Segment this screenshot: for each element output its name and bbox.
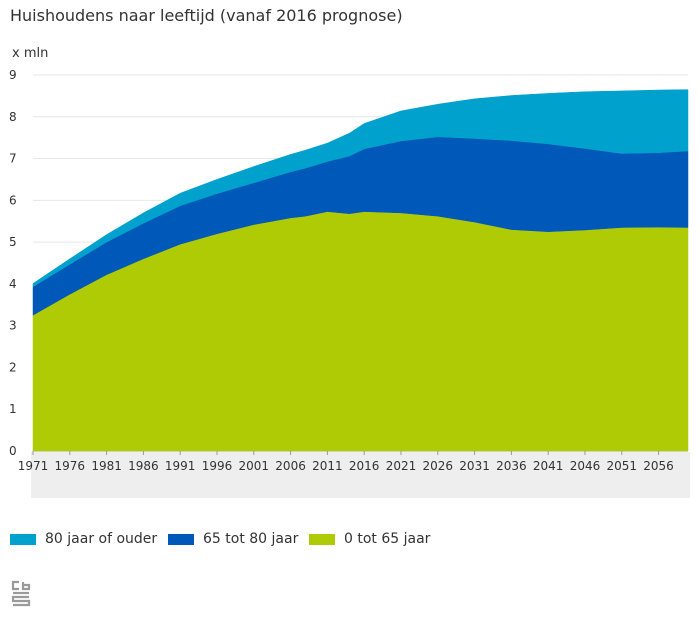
y-tick-label-8: 8 — [9, 110, 17, 124]
x-tick-label-2031: 2031 — [459, 459, 490, 473]
y-axis-unit-label: x mln — [12, 46, 49, 61]
x-tick-label-1981: 1981 — [91, 459, 122, 473]
legend-swatch — [10, 533, 36, 545]
area-series-group — [32, 89, 689, 452]
y-tick-label-6: 6 — [9, 193, 17, 207]
x-tick-label-2001: 2001 — [239, 459, 270, 473]
x-tick-label-1976: 1976 — [55, 459, 86, 473]
x-tick-label-2026: 2026 — [423, 459, 454, 473]
legend-item-0-tot-65-jaar[interactable]: 0 tot 65 jaar — [309, 531, 430, 547]
legend-label: 80 jaar of ouder — [45, 531, 158, 547]
area-series-80-jaar-of-ouder — [32, 89, 689, 288]
x-tick-label-2021: 2021 — [386, 459, 417, 473]
y-tick-label-0: 0 — [9, 444, 17, 458]
legend: 80 jaar of ouder 65 tot 80 jaar 0 tot 65 j… — [10, 531, 700, 551]
x-tick-label-2016: 2016 — [349, 459, 380, 473]
chart-title: Huishoudens naar leeftijd (vanaf 2016 pr… — [10, 6, 403, 25]
x-tick-label-2046: 2046 — [570, 459, 601, 473]
legend-label: 65 tot 80 jaar — [203, 531, 299, 547]
y-tick-label-7: 7 — [9, 152, 17, 166]
y-tick-label-5: 5 — [9, 235, 17, 249]
x-tick-label-2041: 2041 — [533, 459, 564, 473]
x-tick-label-2006: 2006 — [275, 459, 306, 473]
x-tick-label-1971: 1971 — [18, 459, 49, 473]
legend-label: 0 tot 65 jaar — [344, 531, 431, 547]
legend-item-65-tot-80-jaar[interactable]: 65 tot 80 jaar — [168, 531, 298, 547]
cbs-logo-icon — [11, 580, 31, 607]
x-axis-band — [31, 452, 690, 498]
x-tick-label-2051: 2051 — [606, 459, 637, 473]
y-tick-label-3: 3 — [9, 319, 17, 333]
x-tick-labels: 1971 1976 1981 1986 1991 1996 2001 2006 2011 2016… — [18, 451, 674, 473]
x-tick-label-1986: 1986 — [128, 459, 159, 473]
y-tick-label-1: 1 — [9, 402, 17, 416]
x-tick-label-2056: 2056 — [643, 459, 674, 473]
cbs-logo — [10, 580, 32, 614]
legend-swatch — [168, 533, 194, 545]
x-tick-label-1991: 1991 — [165, 459, 196, 473]
y-tick-labels: 0 1 2 3 4 5 6 7 8 9 — [9, 68, 17, 458]
legend-swatch — [309, 533, 335, 545]
y-tick-label-2: 2 — [9, 360, 17, 374]
x-tick-label-2011: 2011 — [312, 459, 343, 473]
y-tick-label-4: 4 — [9, 277, 17, 291]
x-tick-label-1996: 1996 — [202, 459, 233, 473]
legend-item-80-jaar-of-ouder[interactable]: 80 jaar of ouder — [10, 531, 157, 547]
y-tick-label-9: 9 — [9, 68, 17, 82]
x-tick-label-2036: 2036 — [496, 459, 527, 473]
